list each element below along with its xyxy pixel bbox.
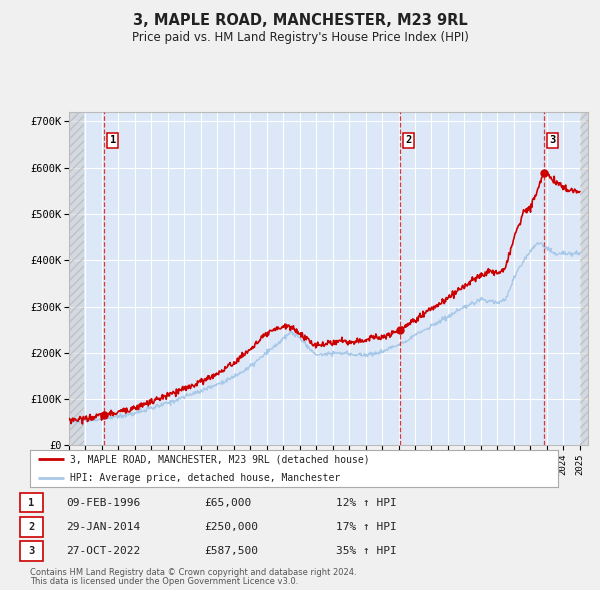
Text: 3: 3: [550, 135, 556, 145]
Text: 3, MAPLE ROAD, MANCHESTER, M23 9RL: 3, MAPLE ROAD, MANCHESTER, M23 9RL: [133, 13, 467, 28]
Text: 09-FEB-1996: 09-FEB-1996: [66, 498, 140, 507]
Text: Contains HM Land Registry data © Crown copyright and database right 2024.: Contains HM Land Registry data © Crown c…: [30, 568, 356, 576]
Text: 27-OCT-2022: 27-OCT-2022: [66, 546, 140, 556]
Text: 1: 1: [28, 498, 34, 507]
Bar: [580, 112, 588, 445]
Text: This data is licensed under the Open Government Licence v3.0.: This data is licensed under the Open Gov…: [30, 577, 298, 586]
Text: 3: 3: [28, 546, 34, 556]
Text: 2: 2: [406, 135, 412, 145]
Text: £587,500: £587,500: [204, 546, 258, 556]
Text: 29-JAN-2014: 29-JAN-2014: [66, 522, 140, 532]
Text: 12% ↑ HPI: 12% ↑ HPI: [336, 498, 397, 507]
Text: Price paid vs. HM Land Registry's House Price Index (HPI): Price paid vs. HM Land Registry's House …: [131, 31, 469, 44]
Text: 17% ↑ HPI: 17% ↑ HPI: [336, 522, 397, 532]
Text: 2: 2: [28, 522, 34, 532]
Text: 3, MAPLE ROAD, MANCHESTER, M23 9RL (detached house): 3, MAPLE ROAD, MANCHESTER, M23 9RL (deta…: [70, 454, 369, 464]
Text: 35% ↑ HPI: 35% ↑ HPI: [336, 546, 397, 556]
Text: 1: 1: [110, 135, 116, 145]
Text: HPI: Average price, detached house, Manchester: HPI: Average price, detached house, Manc…: [70, 473, 340, 483]
Text: £250,000: £250,000: [204, 522, 258, 532]
Bar: [69, 112, 84, 445]
Text: £65,000: £65,000: [204, 498, 251, 507]
